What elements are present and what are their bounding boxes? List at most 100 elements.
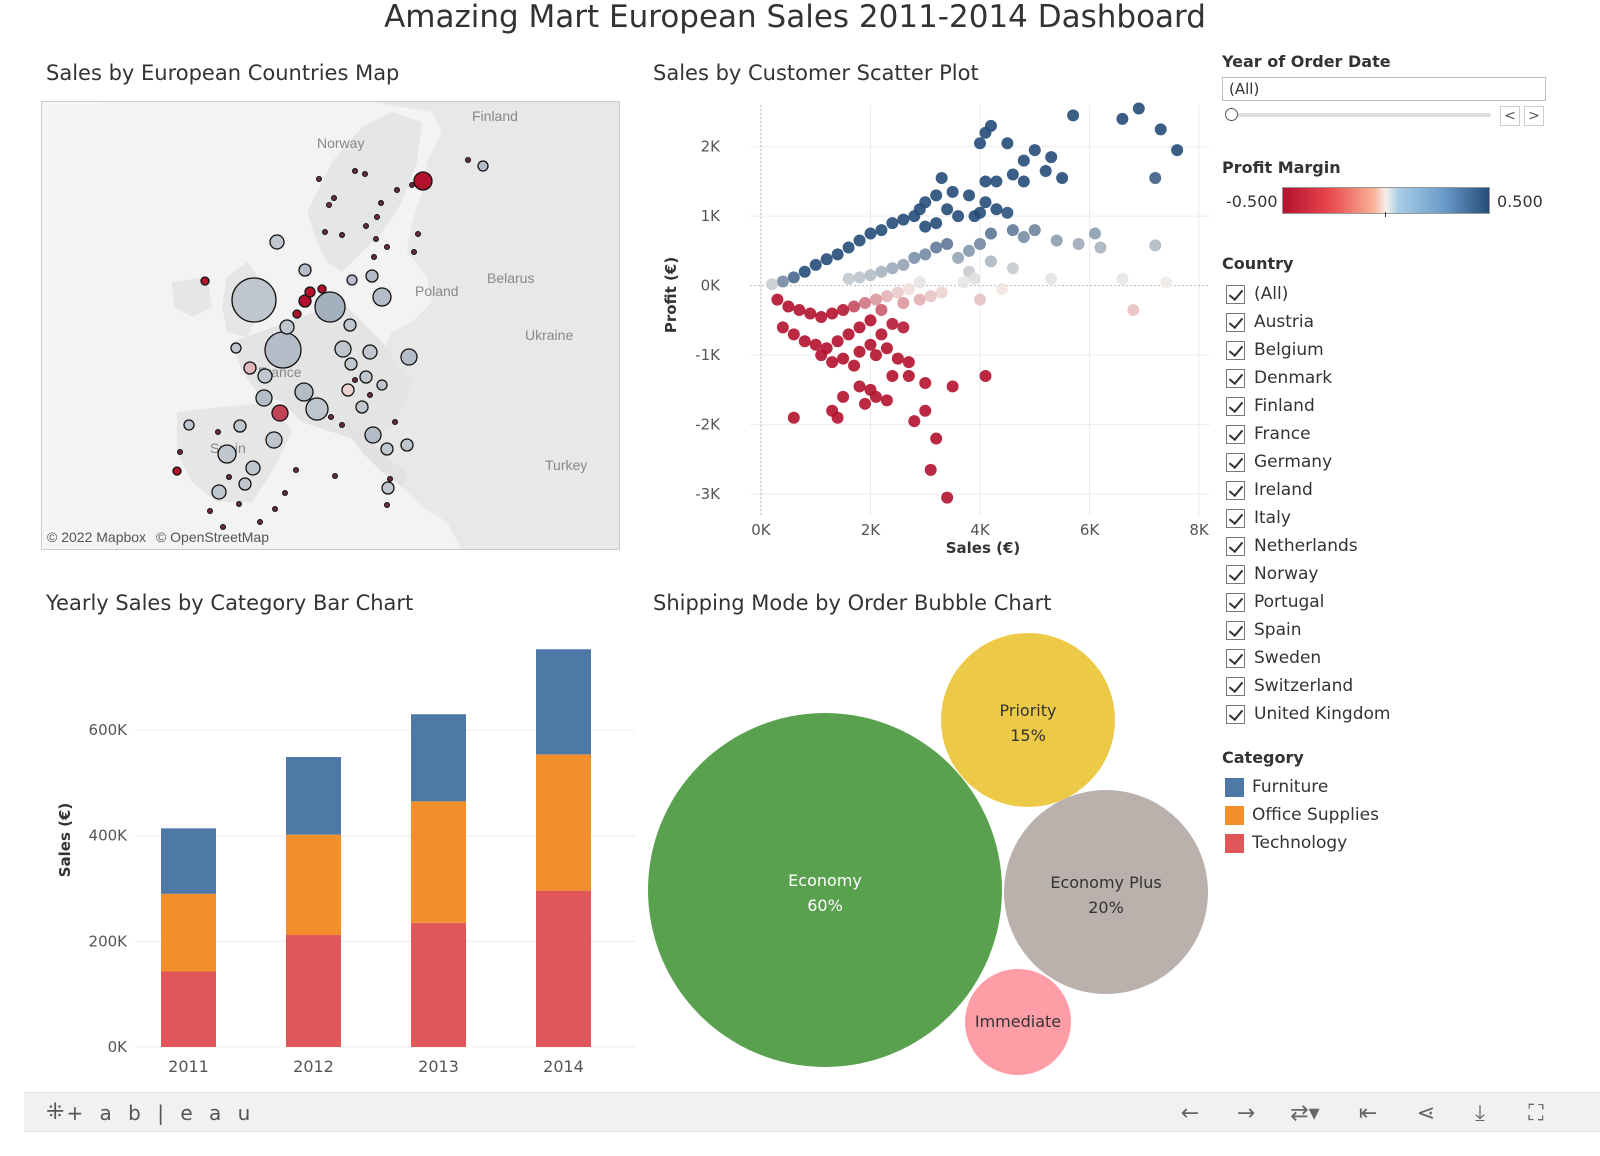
scatter-point[interactable] [919,248,932,261]
scatter-point[interactable] [941,237,954,250]
reset-icon[interactable]: ⇤ [1358,1101,1378,1126]
map-bubble[interactable] [362,344,378,360]
bubble-economy-plus[interactable] [1004,790,1208,994]
scatter-point[interactable] [848,300,861,313]
map-bubble[interactable] [326,202,332,208]
scatter-point[interactable] [837,352,850,365]
map-bubble[interactable] [415,231,421,237]
scatter-point[interactable] [776,321,789,334]
scatter-point[interactable] [952,251,965,264]
scatter-point[interactable] [1050,234,1063,247]
map-bubble[interactable] [352,168,358,174]
scatter-point[interactable] [957,276,970,289]
map-bubble[interactable] [305,397,329,421]
scatter-point[interactable] [1171,144,1184,157]
scatter-point[interactable] [842,241,855,254]
country-filter-item[interactable]: Belgium [1226,336,1390,364]
scatter-point[interactable] [809,258,822,271]
scatter-point[interactable] [776,275,789,288]
redo-icon[interactable]: → [1236,1101,1256,1126]
tableau-logo[interactable]: ⁜ + a b | e a u [46,1100,255,1125]
scatter-point[interactable] [891,286,904,299]
map-bubble[interactable] [207,508,213,514]
scatter-point[interactable] [979,370,992,383]
bubble-priority[interactable] [941,633,1115,807]
country-checkbox[interactable] [1226,564,1245,584]
map-bubble[interactable] [341,383,355,397]
scatter-point[interactable] [1116,272,1129,285]
map-bubble[interactable] [264,331,302,369]
scatter-point[interactable] [1017,154,1030,167]
share-icon[interactable]: ⋖ [1416,1101,1436,1126]
year-slider-track[interactable] [1231,113,1491,117]
year-slider-knob[interactable] [1225,108,1238,121]
scatter-point[interactable] [875,224,888,237]
country-filter-item[interactable]: Finland [1226,392,1390,420]
map-bubble[interactable] [200,276,210,286]
map-bubble[interactable] [257,519,263,525]
scatter-point[interactable] [798,265,811,278]
scatter-point[interactable] [1127,304,1140,316]
scatter-point[interactable] [880,342,893,355]
scatter-point[interactable] [771,293,784,306]
scatter-point[interactable] [1160,276,1173,289]
country-checkbox[interactable] [1226,340,1245,360]
scatter-point[interactable] [930,432,943,445]
map-bubble[interactable] [381,481,395,495]
scatter-point[interactable] [974,137,986,150]
scatter-point[interactable] [1149,171,1162,184]
bubble-immediate[interactable] [965,969,1071,1075]
map-bubble[interactable] [365,269,379,283]
osm-credit[interactable]: © OpenStreetMap [155,529,269,545]
country-checkbox[interactable] [1226,396,1245,416]
scatter-point[interactable] [1017,175,1030,188]
map-bubble[interactable] [233,419,247,433]
map-bubble[interactable] [217,444,237,464]
scatter-point[interactable] [765,278,778,291]
scatter-point[interactable] [1017,231,1030,244]
scatter-point[interactable] [919,220,932,233]
scatter-point[interactable] [804,307,817,320]
scatter-point[interactable] [919,404,932,417]
scatter-point[interactable] [837,304,850,316]
scatter-point[interactable] [831,248,844,261]
map-bubble[interactable] [400,348,418,366]
country-filter-item[interactable]: United Kingdom [1226,700,1390,728]
scatter-point[interactable] [930,217,943,230]
scatter-point[interactable] [935,171,948,184]
country-filter-item[interactable]: Norway [1226,560,1390,588]
scatter-point[interactable] [968,272,981,285]
scatter-point[interactable] [853,380,866,393]
country-checkbox[interactable] [1226,620,1245,640]
scatter-point[interactable] [913,276,926,289]
bar-segment[interactable] [411,714,466,802]
scatter-point[interactable] [875,304,888,316]
map-bubble[interactable] [352,377,358,383]
map-bubbles[interactable] [172,157,489,530]
scatter-point[interactable] [1056,171,1069,184]
scatter-point[interactable] [941,491,954,504]
scatter-point[interactable] [886,317,899,330]
scatter-point[interactable] [1072,237,1085,250]
map-bubble[interactable] [211,484,227,500]
scatter-point[interactable] [891,352,904,365]
map-bubble[interactable] [322,229,328,235]
scatter-point[interactable] [842,328,855,341]
scatter-point[interactable] [798,335,811,348]
scatter-point[interactable] [1028,224,1041,237]
scatter-point[interactable] [1116,112,1129,125]
map-bubble[interactable] [328,414,334,420]
scatter-point[interactable] [848,359,861,372]
map-bubble[interactable] [298,294,312,308]
scatter-point[interactable] [990,203,1003,216]
country-filter-item[interactable]: Denmark [1226,364,1390,392]
country-filter-item[interactable]: Ireland [1226,476,1390,504]
scatter-point[interactable] [919,376,932,389]
year-prev-button[interactable]: < [1500,106,1520,126]
scatter-point[interactable] [859,297,871,310]
scatter-point[interactable] [902,283,915,296]
scatter-point[interactable] [963,189,976,202]
bar-segment[interactable] [286,834,341,936]
map-bubble[interactable] [373,236,379,242]
map-bubble[interactable] [245,460,261,476]
